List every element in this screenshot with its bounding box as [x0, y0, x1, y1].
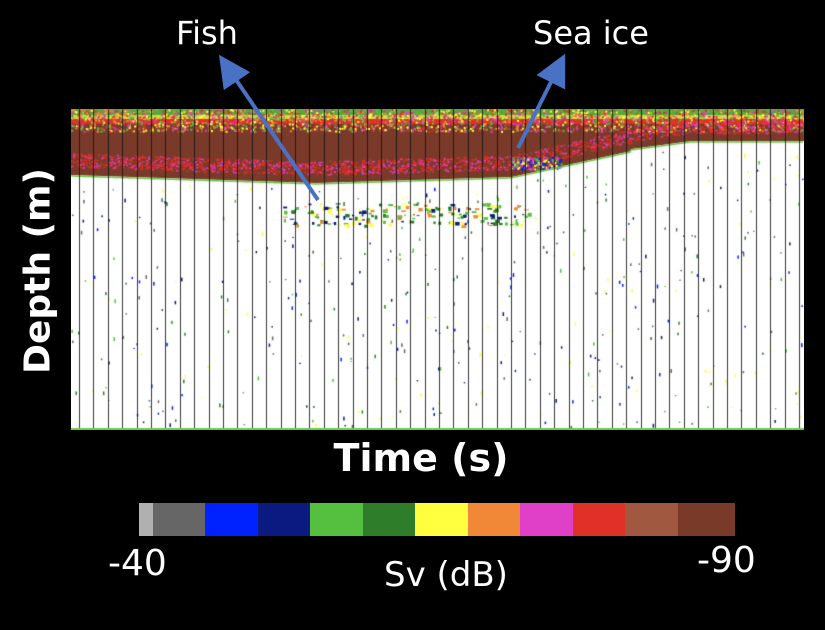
- colorbar-swatch: [678, 503, 735, 536]
- colorbar-swatch: [625, 503, 678, 536]
- colorbar-swatch: [415, 503, 468, 536]
- colorbar-swatch: [205, 503, 258, 536]
- x-axis-label: Time (s): [333, 436, 509, 480]
- colorbar-swatch: [153, 503, 205, 536]
- colorbar-swatch: [363, 503, 415, 536]
- colorbar-max-label: -90: [697, 540, 756, 581]
- colorbar-swatch: [468, 503, 520, 536]
- fish-annotation: Fish: [176, 14, 238, 52]
- y-axis-label: Depth (m): [17, 168, 59, 374]
- colorbar-min-label: -40: [108, 543, 167, 584]
- colorbar: [139, 503, 735, 536]
- sea-ice-annotation: Sea ice: [533, 14, 649, 52]
- colorbar-title: Sv (dB): [384, 555, 508, 595]
- colorbar-swatch: [310, 503, 363, 536]
- colorbar-swatch: [573, 503, 625, 536]
- colorbar-swatch: [520, 503, 573, 536]
- colorbar-swatch: [258, 503, 310, 536]
- colorbar-swatch: [139, 503, 153, 536]
- echogram-image: [71, 109, 804, 430]
